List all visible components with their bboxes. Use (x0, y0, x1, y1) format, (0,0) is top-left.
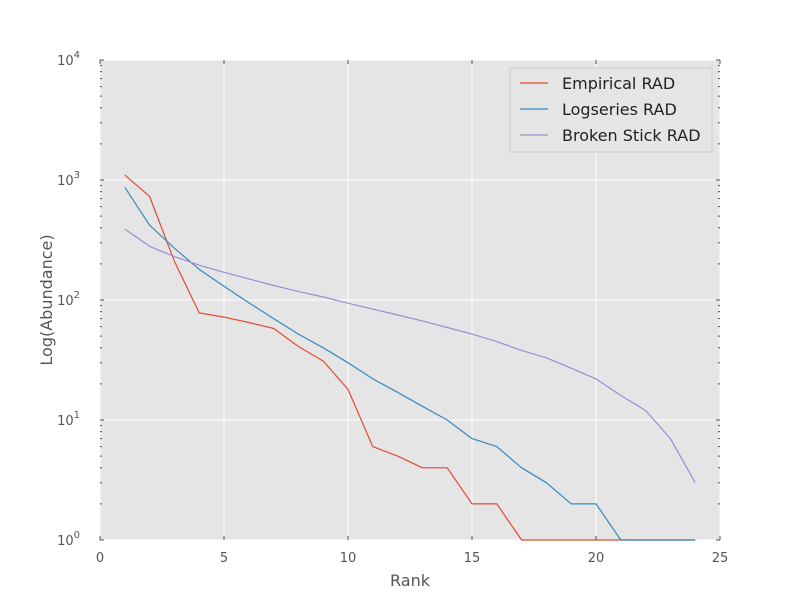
legend-label: Broken Stick RAD (562, 126, 701, 145)
x-tick-label: 20 (588, 551, 605, 566)
legend: Empirical RAD Logseries RAD Broken Stick R… (509, 67, 713, 153)
y-tick-label: 101 (57, 410, 80, 429)
y-tick-exponent: 3 (74, 170, 80, 181)
series-line-empirical-rad (124, 174, 696, 541)
y-tick-base: 10 (57, 414, 74, 429)
legend-label: Empirical RAD (562, 74, 675, 93)
x-tick-label: 0 (96, 551, 104, 566)
y-tick-exponent: 4 (74, 50, 80, 61)
x-tick-label: 25 (712, 551, 729, 566)
y-axis-label: Log(Abundance) (37, 234, 56, 365)
y-tick-label: 103 (57, 170, 80, 189)
y-tick-label: 102 (57, 290, 80, 309)
legend-box (509, 67, 713, 153)
y-tick-base: 10 (57, 534, 74, 549)
y-tick-exponent: 0 (74, 530, 80, 541)
y-tick-base: 10 (57, 294, 74, 309)
series-layer (124, 174, 696, 541)
legend-label: Logseries RAD (562, 100, 677, 119)
x-axis-label: Rank (390, 571, 431, 590)
series-line-broken-stick-rad (124, 228, 696, 483)
grid (99, 59, 721, 541)
series-line-logseries-rad (124, 186, 696, 541)
y-tick-label: 100 (57, 530, 80, 549)
x-tick-label: 10 (340, 551, 357, 566)
y-tick-base: 10 (57, 174, 74, 189)
y-tick-label: 104 (57, 50, 80, 69)
y-tick-exponent: 2 (74, 290, 80, 301)
y-tick-base: 10 (57, 54, 74, 69)
y-tick-exponent: 1 (74, 410, 80, 421)
x-tick-label: 15 (464, 551, 481, 566)
x-tick-label: 5 (220, 551, 228, 566)
